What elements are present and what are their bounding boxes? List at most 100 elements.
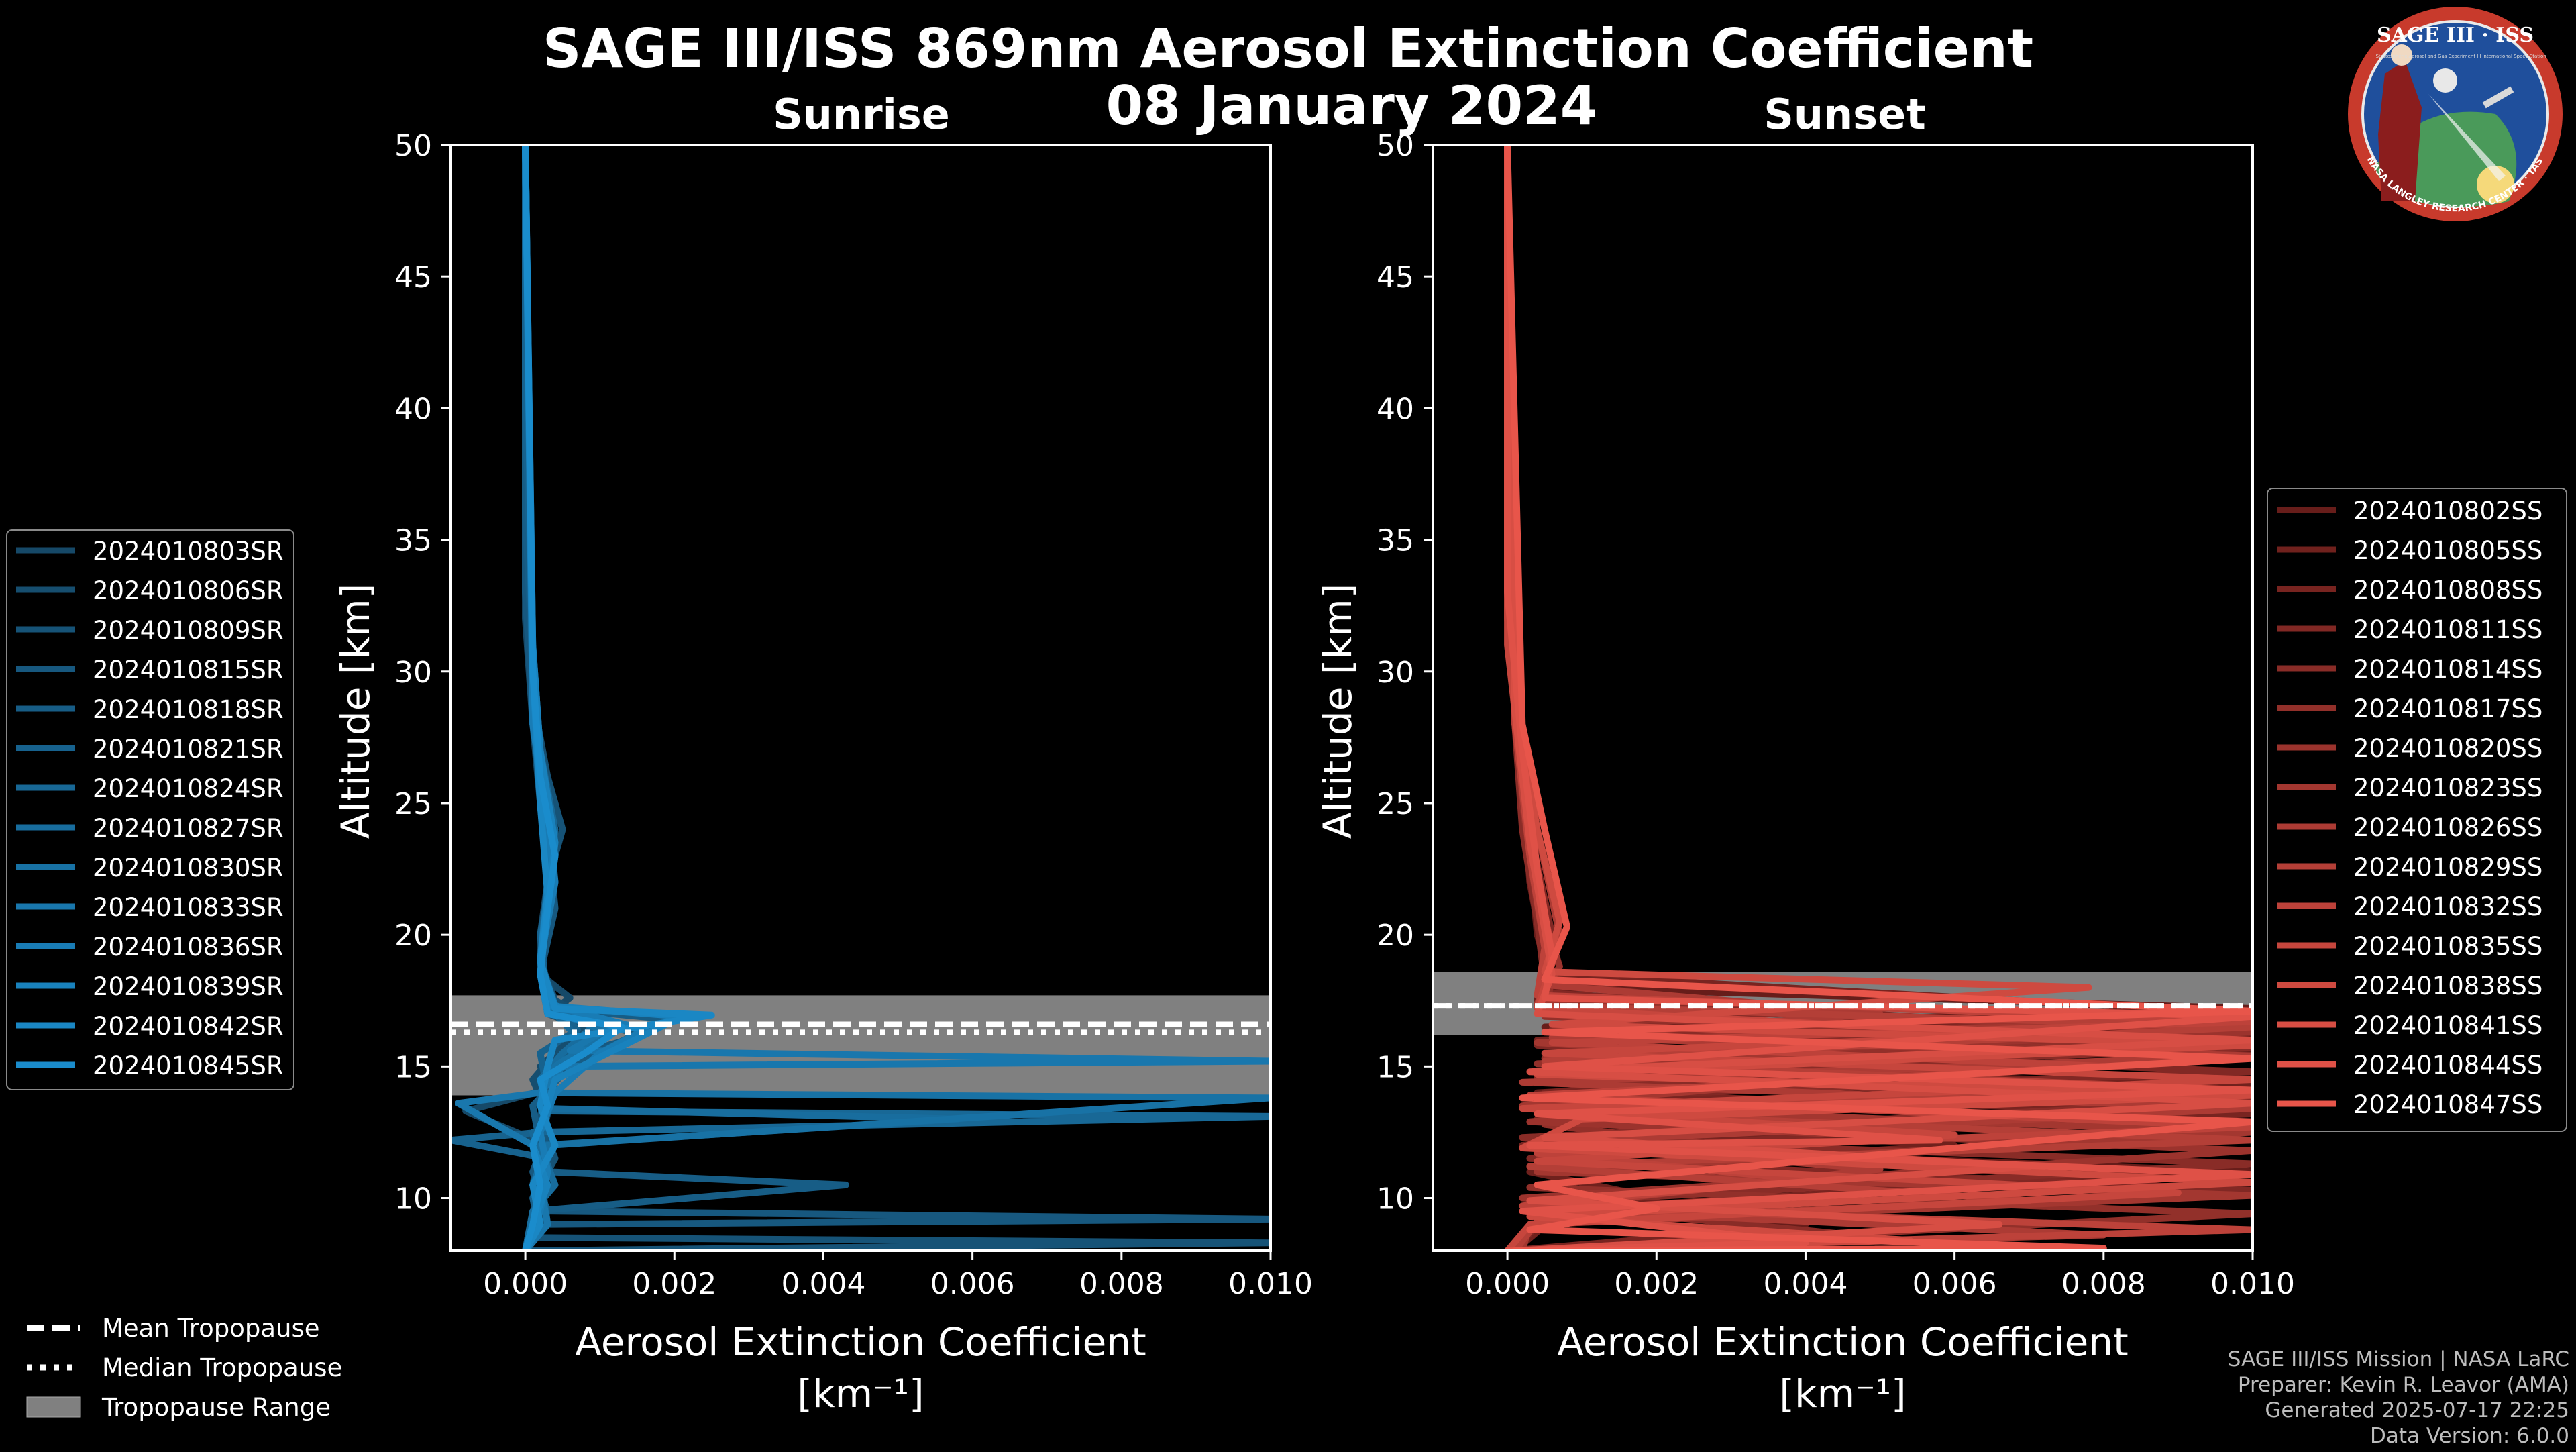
sunset-legend-label: 2024010832SS — [2353, 892, 2542, 921]
sunset-xtick-label: 0.004 — [1763, 1267, 1847, 1301]
sunset-legend-frame — [2267, 488, 2567, 1132]
sunset-legend-label: 2024010820SS — [2353, 734, 2542, 763]
astronomer-figure-icon — [2378, 60, 2422, 201]
sunset-xtick-label: 0.010 — [2210, 1267, 2295, 1301]
sunrise-legend-label: 2024010824SR — [93, 774, 284, 803]
sunset-legend-label: 2024010829SS — [2353, 853, 2542, 882]
sunrise-legend: 2024010803SR 2024010806SR 2024010809SR 2024… — [6, 529, 294, 1090]
sunrise-legend-label: 2024010803SR — [93, 537, 284, 566]
sunset-legend-label: 2024010841SS — [2353, 1011, 2542, 1040]
sunset-axes-frame — [1432, 144, 2254, 1252]
sunrise-legend-label: 2024010830SR — [93, 853, 284, 882]
sunrise-xtick-label: 0.010 — [1228, 1267, 1313, 1301]
sunset-profile-2024010847SS — [1504, 145, 2253, 1251]
sunset-xtick-label: 0.008 — [2061, 1267, 2146, 1301]
sunrise-legend-frame — [6, 529, 294, 1090]
logo-name-text: SAGE III · ISS — [2377, 23, 2534, 47]
sunrise-legend-label: 2024010839SR — [93, 972, 284, 1001]
sunset-legend-label: 2024010802SS — [2353, 497, 2542, 525]
sunset-legend-label: 2024010838SS — [2353, 972, 2542, 1000]
sunrise-xtick-label: 0.000 — [483, 1267, 568, 1301]
sunset-xtick-label: 0.000 — [1465, 1267, 1550, 1301]
sunrise-legend-label: 2024010845SR — [93, 1051, 284, 1080]
logo-small-left: Stratospheric Aerosol and Gas Experiment… — [2375, 54, 2481, 59]
sunrise-legend-label: 2024010827SR — [93, 814, 284, 843]
sunset-legend-label: 2024010817SS — [2353, 694, 2542, 723]
sunrise-legend-label: 2024010818SR — [93, 695, 284, 724]
figure-date: 08 January 2024 — [1106, 74, 1598, 137]
tropopause-range-label: Tropopause Range — [101, 1393, 331, 1422]
sunrise-ytick-label: 50 — [394, 129, 432, 163]
sunrise-legend-label: 2024010815SR — [93, 656, 284, 684]
sunrise-xtick-label: 0.004 — [781, 1267, 865, 1301]
sunset-ylabel: Altitude [km] — [1315, 584, 1360, 839]
sunrise-xtick-label: 0.002 — [632, 1267, 716, 1301]
credit-data-version: Data Version: 6.0.0 — [2370, 1424, 2569, 1448]
sunrise-panel-title: Sunrise — [773, 90, 950, 139]
sunset-xtick-label: 0.002 — [1614, 1267, 1699, 1301]
logo-ring-border — [2361, 20, 2549, 208]
sunset-ytick-label: 35 — [1377, 524, 1414, 558]
tropopause-legend: Mean Tropopause Median Tropopause Tropop… — [26, 1314, 342, 1422]
sunrise-ytick-label: 15 — [394, 1050, 432, 1084]
credit-preparer: Preparer: Kevin R. Leavor (AMA) — [2238, 1373, 2569, 1397]
sunrise-axes-frame — [449, 144, 1272, 1252]
iss-station-icon — [2482, 86, 2514, 109]
mean-tropopause-label: Mean Tropopause — [102, 1314, 320, 1343]
sunrise-profiles — [451, 145, 1271, 1251]
sunset-legend-label: 2024010805SS — [2353, 536, 2542, 565]
sunset-legend-label: 2024010814SS — [2353, 655, 2542, 684]
moon-icon — [2433, 68, 2457, 93]
sunset-legend-label: 2024010835SS — [2353, 932, 2542, 961]
sunset-panel-title: Sunset — [1764, 90, 1926, 139]
median-tropopause-label: Median Tropopause — [102, 1353, 342, 1382]
sunset-ytick-label: 25 — [1377, 787, 1414, 821]
sunrise-ytick-label: 25 — [394, 787, 432, 821]
sunset-legend-label: 2024010808SS — [2353, 576, 2542, 605]
sunrise-xtick-label: 0.008 — [1079, 1267, 1164, 1301]
credit-mission: SAGE III/ISS Mission | NASA LaRC — [2228, 1347, 2569, 1371]
sunrise-profile-2024010845SR — [522, 145, 626, 1251]
sunset-legend: 2024010802SS 2024010805SS 2024010808SS 2024… — [2267, 488, 2567, 1132]
credit-generated: Generated 2025-07-17 22:25 — [2265, 1398, 2569, 1422]
sunset-profile-2024010841SS — [1504, 145, 2253, 1251]
tropopause-range-swatch — [26, 1396, 81, 1418]
sunrise-legend-label: 2024010833SR — [93, 893, 284, 922]
sunrise-legend-label: 2024010842SR — [93, 1012, 284, 1041]
sunset-ytick-label: 20 — [1377, 919, 1414, 953]
sunrise-legend-label: 2024010809SR — [93, 616, 284, 645]
logo-small-right: International Space Station — [2482, 54, 2546, 59]
sunset-ytick-label: 15 — [1377, 1050, 1414, 1084]
sunrise-ytick-label: 35 — [394, 524, 432, 558]
sunset-xlabel: Aerosol Extinction Coefficient — [1557, 1319, 2129, 1365]
sunrise-panel: 0.000 0.002 0.004 0.006 0.008 0.010 10 15 20 25 30… — [333, 129, 1313, 1416]
sunset-ytick-label: 40 — [1377, 392, 1414, 426]
sunrise-ytick-label: 20 — [394, 919, 432, 953]
sunset-legend-label: 2024010847SS — [2353, 1090, 2542, 1119]
credits-block: SAGE III/ISS Mission | NASA LaRC Prepare… — [2228, 1347, 2569, 1448]
sunset-legend-label: 2024010823SS — [2353, 774, 2542, 802]
sunrise-ytick-label: 10 — [394, 1182, 432, 1216]
sunset-xunit: [km⁻¹] — [1779, 1371, 1906, 1416]
figure-title: SAGE III/ISS 869nm Aerosol Extinction Co… — [543, 17, 2033, 80]
sunrise-xunit: [km⁻¹] — [797, 1371, 924, 1416]
sunrise-ylabel: Altitude [km] — [333, 584, 378, 839]
sunset-ytick-label: 10 — [1377, 1182, 1414, 1216]
sunset-profiles — [1504, 145, 2253, 1251]
sunrise-legend-label: 2024010806SR — [93, 576, 284, 605]
sunrise-xlabel: Aerosol Extinction Coefficient — [575, 1319, 1146, 1365]
sunrise-ytick-label: 45 — [394, 260, 432, 295]
sunset-legend-label: 2024010844SS — [2353, 1051, 2542, 1080]
sunset-profile-2024010838SS — [1504, 145, 2253, 1251]
sunrise-legend-label: 2024010836SR — [93, 933, 284, 962]
astronomer-head-icon — [2391, 44, 2412, 66]
sunset-ytick-label: 30 — [1377, 656, 1414, 690]
light-beam-icon — [2428, 94, 2506, 181]
sunset-panel: 0.000 0.002 0.004 0.006 0.008 0.010 10 15 20 25 30… — [1315, 129, 2295, 1416]
sunset-ytick-label: 50 — [1377, 129, 1414, 163]
sunset-ytick-label: 45 — [1377, 260, 1414, 295]
sunrise-ytick-label: 40 — [394, 392, 432, 426]
sunset-legend-label: 2024010826SS — [2353, 813, 2542, 842]
sunrise-xtick-label: 0.006 — [930, 1267, 1015, 1301]
